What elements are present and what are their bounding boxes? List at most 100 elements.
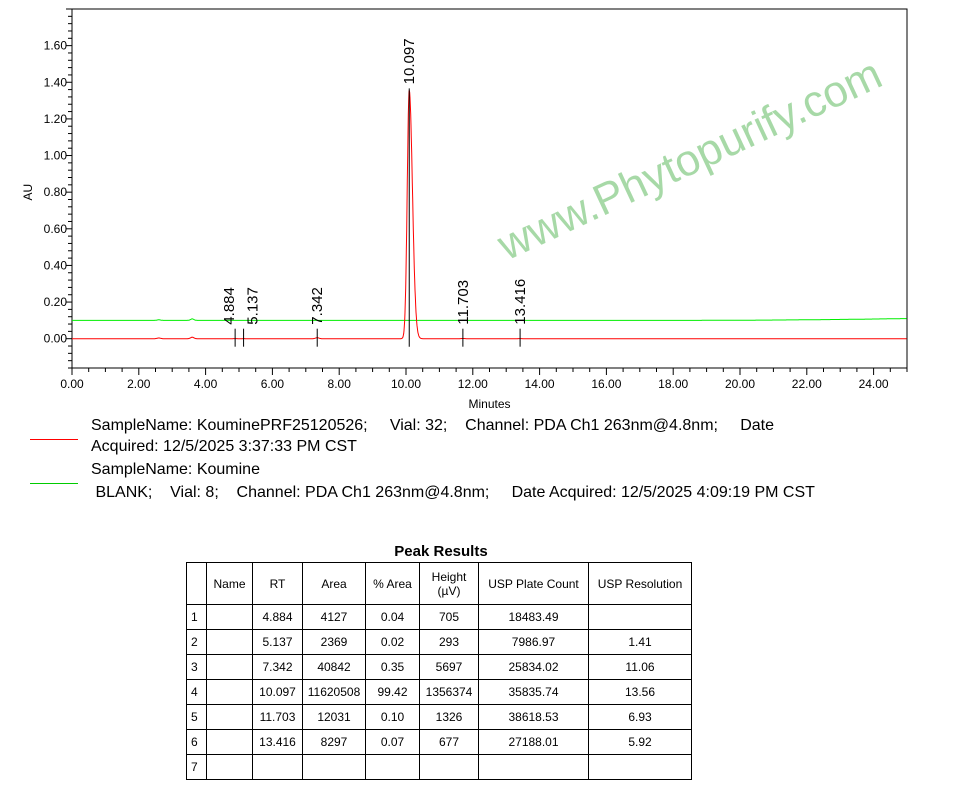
table-cell: 1.41 xyxy=(588,629,692,655)
table-cell: 11620508 xyxy=(302,679,366,705)
table-cell xyxy=(206,604,253,630)
column-header xyxy=(186,562,207,605)
x-tick-label: 18.00 xyxy=(658,377,688,391)
y-tick-label: 1.40 xyxy=(44,75,68,89)
table-cell xyxy=(206,729,253,755)
peak-label: 13.416 xyxy=(512,279,529,325)
plot-frame xyxy=(71,8,908,369)
table-cell xyxy=(206,654,253,680)
table-cell: 7986.97 xyxy=(478,629,589,655)
table-cell: 11.703 xyxy=(252,704,303,730)
peak-results-table: Name RT Area% Area Height (µV) USP Plate Cou… xyxy=(186,562,692,780)
table-cell: 10.097 xyxy=(252,679,303,705)
table-cell xyxy=(206,704,253,730)
x-tick-label: 24.00 xyxy=(859,377,889,391)
table-cell: 40842 xyxy=(302,654,366,680)
table-row: 6 13.416 8297 0.07 677 27188.01 5.92 xyxy=(186,729,692,755)
y-tick-label: 0.80 xyxy=(44,185,68,199)
table-cell: 7.342 xyxy=(252,654,303,680)
y-tick-label: 1.20 xyxy=(44,112,68,126)
table-cell: 1356374 xyxy=(419,679,479,705)
x-tick-label: 16.00 xyxy=(591,377,621,391)
table-header-row: Name RT Area% Area Height (µV) USP Plate Cou… xyxy=(186,562,692,605)
table-cell: 677 xyxy=(419,729,479,755)
table-cell xyxy=(206,754,253,780)
table-cell: 3 xyxy=(186,654,207,680)
table-cell: 25834.02 xyxy=(478,654,589,680)
y-tick-label: 0.00 xyxy=(44,332,68,346)
sample-trace xyxy=(72,90,907,340)
table-cell: 293 xyxy=(419,629,479,655)
table-cell: 0.07 xyxy=(365,729,420,755)
x-tick-label: 2.00 xyxy=(127,377,151,391)
peak-label: 11.703 xyxy=(455,280,472,325)
table-cell: 1326 xyxy=(419,704,479,730)
table-cell: 7 xyxy=(186,754,207,780)
table-cell: 0.02 xyxy=(365,629,420,655)
table-cell xyxy=(206,679,253,705)
x-tick-label: 12.00 xyxy=(458,377,488,391)
column-header: Area xyxy=(302,562,366,605)
legend-sample-line2: Acquired: 12/5/2025 3:37:33 PM CST xyxy=(91,438,357,455)
legend-sample-line1: SampleName: KouminePRF25120526; Vial: 32… xyxy=(91,417,774,434)
peak-label: 4.884 xyxy=(221,287,238,325)
table-cell: 6 xyxy=(186,729,207,755)
y-tick-label: 0.40 xyxy=(44,258,68,272)
peak-label: 7.342 xyxy=(309,287,326,325)
table-cell: 11.06 xyxy=(588,654,692,680)
y-tick-label: 1.60 xyxy=(44,39,68,53)
x-tick-label: 8.00 xyxy=(328,377,352,391)
x-axis-label: Minutes xyxy=(468,397,510,411)
column-header: USP Plate Count xyxy=(478,562,589,605)
table-cell: 8297 xyxy=(302,729,366,755)
table-row: 3 7.342 40842 0.35 5697 25834.02 11.06 xyxy=(186,654,692,680)
x-tick-label: 22.00 xyxy=(792,377,822,391)
peak-label: 5.137 xyxy=(245,287,262,325)
table-row: 4 10.097 11620508 99.42 1356374 35835.74 13.56 xyxy=(186,679,692,705)
table-cell: 4.884 xyxy=(252,604,303,630)
column-header: USP Resolution xyxy=(588,562,692,605)
table-cell: 5.92 xyxy=(588,729,692,755)
legend-line-sample xyxy=(30,439,78,440)
table-cell: 12031 xyxy=(302,704,366,730)
table-cell xyxy=(302,754,366,780)
table-cell: 0.04 xyxy=(365,604,420,630)
table-row: 2 5.137 2369 0.02 293 7986.97 1.41 xyxy=(186,629,692,655)
x-tick-label: 4.00 xyxy=(194,377,218,391)
table-cell: 99.42 xyxy=(365,679,420,705)
table-cell xyxy=(478,754,589,780)
table-cell xyxy=(419,754,479,780)
table-cell: 2 xyxy=(186,629,207,655)
table-cell xyxy=(206,629,253,655)
table-row: 1 4.884 4127 0.04 705 18483.49 xyxy=(186,604,692,630)
y-axis-label: AU xyxy=(21,184,35,201)
column-header: Name xyxy=(206,562,253,605)
table-cell: 13.416 xyxy=(252,729,303,755)
y-tick-label: 0.60 xyxy=(44,222,68,236)
table-title: Peak Results xyxy=(394,543,488,560)
table-cell xyxy=(588,604,692,630)
column-header: Height (µV) xyxy=(419,562,479,605)
x-tick-label: 14.00 xyxy=(525,377,555,391)
table-cell: 2369 xyxy=(302,629,366,655)
x-tick-label: 0.00 xyxy=(60,377,84,391)
table-cell: 0.10 xyxy=(365,704,420,730)
table-cell: 1 xyxy=(186,604,207,630)
column-header: RT xyxy=(252,562,303,605)
table-cell: 5.137 xyxy=(252,629,303,655)
table-cell: 27188.01 xyxy=(478,729,589,755)
legend-blank-line1: SampleName: Koumine xyxy=(91,461,260,478)
chromatogram-chart: 0.00 0.20 0.40 0.60 0.80 1.00 1.20 1.40 1.60 0.00… xyxy=(21,8,908,411)
table-row: 5 11.703 12031 0.10 1326 38618.53 6.93 xyxy=(186,704,692,730)
table-cell: 5 xyxy=(186,704,207,730)
table-cell: 5697 xyxy=(419,654,479,680)
y-tick-label: 0.20 xyxy=(44,295,68,309)
table-cell: 0.35 xyxy=(365,654,420,680)
table-cell: 35835.74 xyxy=(478,679,589,705)
legend-line-blank xyxy=(30,483,78,484)
table-cell xyxy=(365,754,420,780)
table-cell: 4127 xyxy=(302,604,366,630)
table-cell xyxy=(252,754,303,780)
table-cell: 4 xyxy=(186,679,207,705)
